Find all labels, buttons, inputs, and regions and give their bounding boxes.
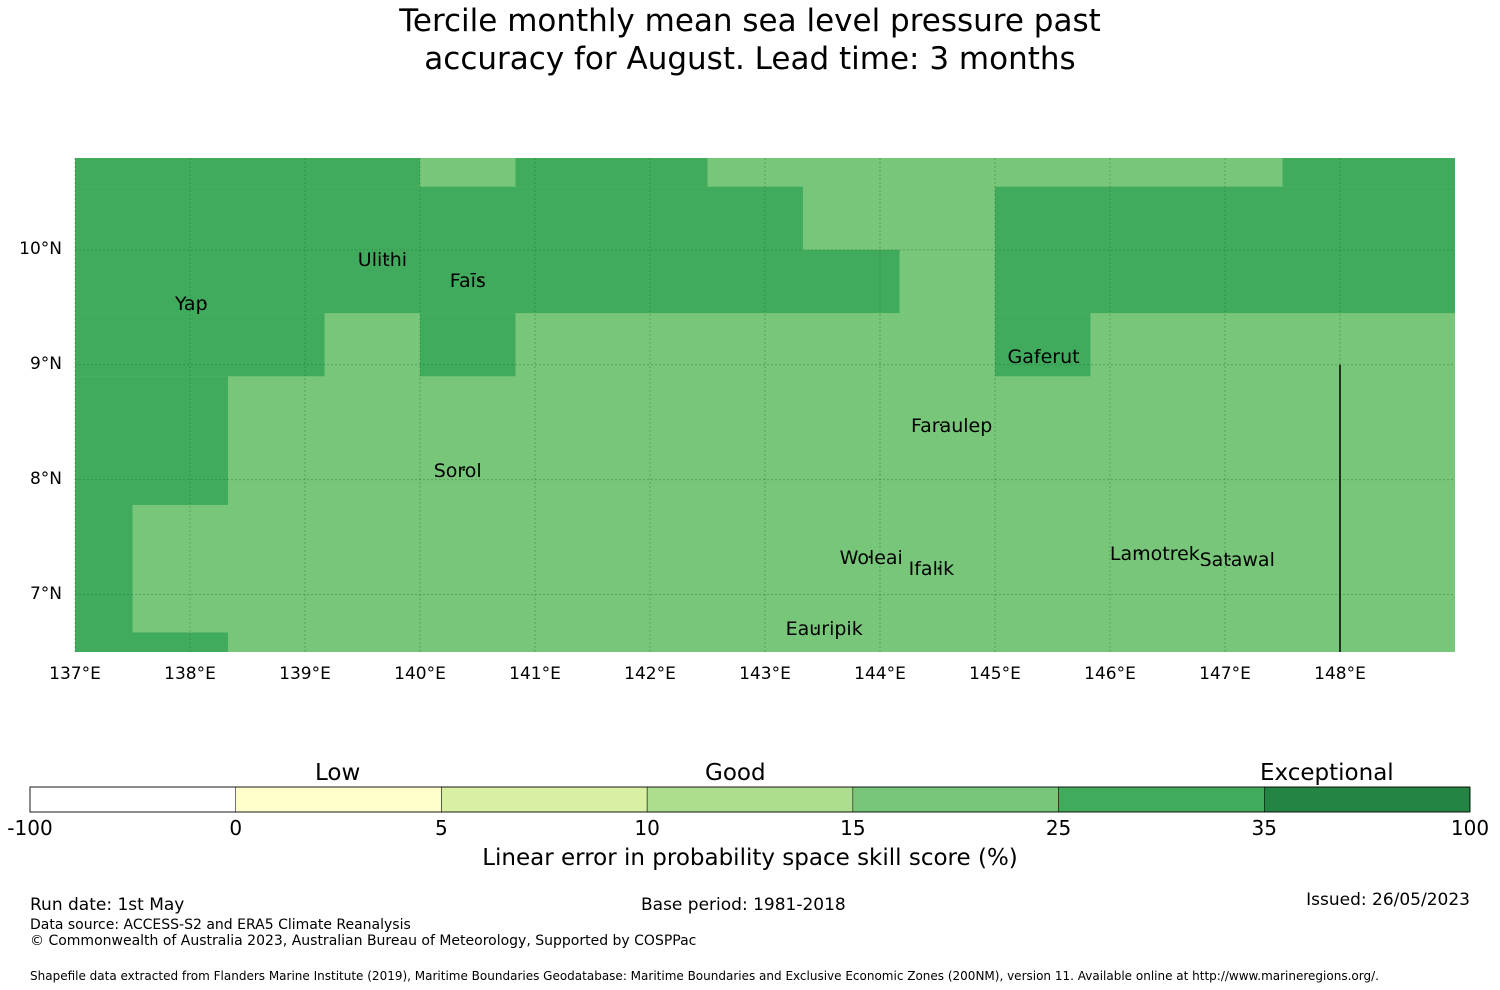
- place-label: Ifalik: [908, 558, 955, 581]
- place-label: Faraulep: [910, 414, 993, 437]
- place-label: Sorol: [433, 459, 482, 482]
- place-label: Satawal: [1199, 549, 1275, 572]
- colorbar-segment: [852, 786, 1059, 813]
- chart-title: Tercile monthly mean sea level pressure …: [0, 2, 1500, 78]
- skill-cell-25-35: [75, 249, 900, 314]
- colorbar-tick-label: 35: [1251, 816, 1277, 840]
- colorbar-tick-label: 15: [840, 816, 866, 840]
- latitude-label: 10°N: [19, 238, 62, 259]
- skill-cell-25-35: [75, 376, 228, 505]
- longitude-label: 143°E: [739, 664, 791, 684]
- colorbar-segment: [235, 786, 442, 813]
- place-label: Gaferut: [1007, 345, 1080, 368]
- colorbar-category-good: Good: [705, 760, 766, 786]
- colorbar-segment: [1264, 786, 1471, 813]
- island-marker: [478, 278, 481, 282]
- colorbar-tick-label: 100: [1450, 816, 1490, 840]
- skill-cell-25-35: [995, 186, 1455, 250]
- skill-cell-25-35: [75, 158, 420, 187]
- skill-cell-25-35: [420, 313, 516, 377]
- island-marker: [203, 301, 207, 305]
- longitude-label: 139°E: [279, 664, 331, 684]
- place-label: Eauripik: [785, 618, 863, 641]
- longitude-label: 144°E: [854, 664, 906, 684]
- shapefile-credit: Shapefile data extracted from Flanders M…: [30, 969, 1379, 983]
- colorbar-outline: [29, 786, 1471, 813]
- colorbar-tick-label: -100: [7, 816, 53, 840]
- longitude-label: 148°E: [1314, 664, 1366, 684]
- place-label: Ulithi: [357, 249, 408, 272]
- latitude-label: 8°N: [29, 468, 62, 489]
- copyright-notice: © Commonwealth of Australia 2023, Austra…: [30, 933, 697, 949]
- longitude-label: 140°E: [394, 664, 446, 684]
- colorbar-segment: [441, 786, 648, 813]
- island-marker: [1228, 558, 1231, 561]
- base-period: Base period: 1981-2018: [641, 895, 846, 915]
- colorbar-tick-label: 5: [435, 816, 448, 840]
- island-marker: [462, 468, 465, 471]
- skill-cell-25-35: [75, 313, 325, 377]
- colorbar-segment: [29, 786, 236, 813]
- longitude-label: 145°E: [969, 664, 1021, 684]
- skill-cell-25-35: [1282, 158, 1455, 187]
- longitude-label: 141°E: [509, 664, 561, 684]
- latitude-label: 9°N: [29, 353, 62, 374]
- longitude-label: 146°E: [1084, 664, 1136, 684]
- island-marker: [1036, 354, 1039, 358]
- skill-cell-25-35: [995, 249, 1455, 314]
- skill-cell-25-35: [995, 313, 1091, 377]
- place-label: Woleai: [839, 546, 903, 569]
- data-source: Data source: ACCESS-S2 and ERA5 Climate …: [30, 917, 411, 933]
- skill-cell-25-35: [515, 158, 708, 187]
- latitude-label: 7°N: [29, 583, 62, 604]
- place-label: Faīs: [449, 270, 486, 293]
- colorbar-tick-label: 25: [1045, 816, 1072, 840]
- run-date: Run date: 1st May: [30, 895, 185, 915]
- colorbar: [29, 786, 1471, 813]
- island-marker: [1138, 552, 1142, 555]
- place-label: Lamotrek: [1109, 543, 1200, 566]
- colorbar-tick-label: 10: [634, 816, 660, 840]
- island-marker: [814, 626, 817, 630]
- place-label: Yap: [174, 293, 208, 316]
- longitude-label: 138°E: [164, 664, 216, 684]
- island-marker: [386, 258, 389, 261]
- skill-cell-25-35: [132, 632, 228, 652]
- title-line-1: Tercile monthly mean sea level pressure …: [399, 3, 1101, 39]
- colorbar-label: Linear error in probability space skill …: [482, 845, 1018, 871]
- colorbar-tick-label: 0: [229, 816, 243, 840]
- skill-cell-25-35: [75, 186, 803, 250]
- title-line-2: accuracy for August. Lead time: 3 months: [424, 41, 1076, 77]
- colorbar-category-exceptional: Exceptional: [1260, 760, 1394, 786]
- longitude-label: 147°E: [1199, 664, 1251, 684]
- colorbar-segment: [1058, 786, 1265, 813]
- longitude-label: 142°E: [624, 664, 676, 684]
- issued-date: Issued: 26/05/2023: [1306, 890, 1470, 910]
- island-marker: [939, 423, 943, 427]
- island-marker: [868, 555, 871, 559]
- map-area: [74, 158, 1455, 652]
- colorbar-category-low: Low: [315, 760, 361, 786]
- colorbar-segment: [646, 786, 854, 813]
- longitude-label: 137°E: [49, 664, 101, 684]
- skill-cell-25-35: [75, 504, 133, 652]
- island-marker: [937, 567, 940, 570]
